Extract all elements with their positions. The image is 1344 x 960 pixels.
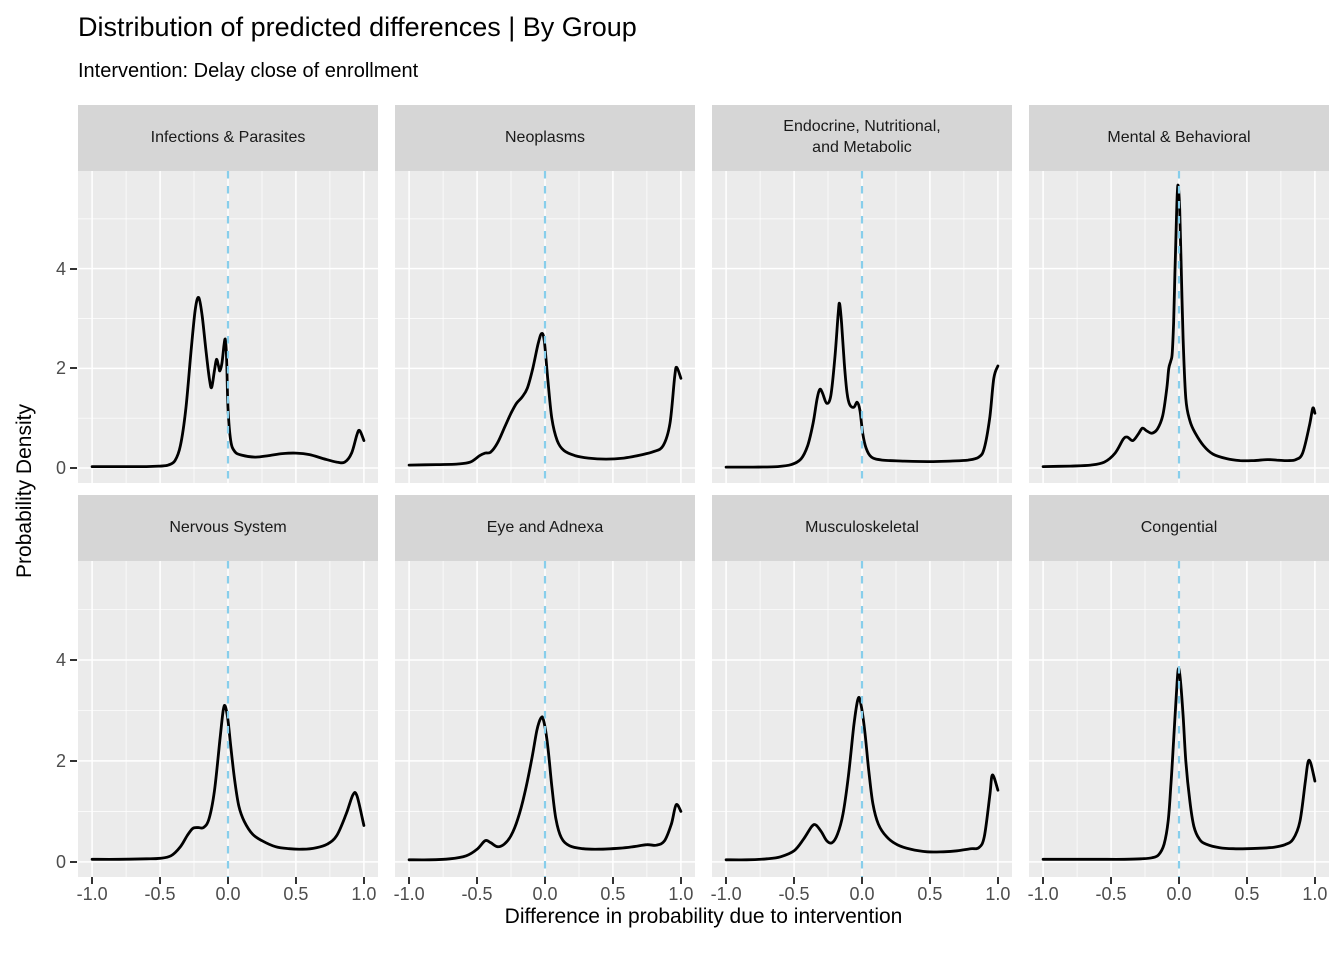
strip-row-1: Infections & Parasites Neoplasms Endocri… (78, 105, 1329, 171)
facet-panel-musculoskeletal (712, 561, 1012, 877)
facet-strip-infections-parasites: Infections & Parasites (78, 105, 378, 171)
x-tick-mark (408, 877, 411, 884)
x-tick-mark (679, 877, 682, 884)
y-tick-mark (70, 367, 77, 370)
x-tick-mark (1245, 877, 1248, 884)
density-curve (1041, 183, 1317, 468)
facet-panel-endocrine-nutritional-metabolic (712, 171, 1012, 483)
y-tick-mark (70, 267, 77, 270)
x-tick-mark (227, 877, 229, 884)
y-tick-mark (70, 860, 77, 863)
density-curve (724, 301, 1000, 469)
x-tick-label: -1.0 (710, 884, 742, 904)
x-tick-mark (294, 877, 297, 884)
panel-row-1 (78, 171, 1329, 483)
facet-panel-infections-parasites (78, 171, 378, 483)
x-tick-mark (544, 877, 546, 884)
x-tick-label: 1.0 (1302, 884, 1328, 904)
x-tick-label: -1.0 (76, 884, 108, 904)
facet-strip-eye-and-adnexa: Eye and Adnexa (395, 495, 695, 561)
facet-strip-neoplasms: Neoplasms (395, 105, 695, 171)
density-curve (724, 695, 1000, 862)
y-tick-label: 2 (55, 358, 66, 379)
plot-subtitle: Intervention: Delay close of enrollment (78, 60, 419, 82)
y-tick-mark (70, 467, 77, 470)
x-tick-mark (1110, 877, 1113, 884)
facet-strip-musculoskeletal: Musculoskeletal (712, 495, 1012, 561)
x-tick-label: -0.5 (461, 884, 493, 904)
y-tick-label: 4 (55, 258, 66, 279)
x-tick-label: 1.0 (985, 884, 1011, 904)
y-tick-label: 0 (55, 458, 66, 479)
density-curve (90, 295, 366, 468)
x-tick-mark (362, 877, 365, 884)
facet-panel-neoplasms (395, 171, 695, 483)
x-tick-mark (793, 877, 796, 884)
y-tick-mark (70, 658, 77, 661)
x-tick-label: 0.5 (283, 884, 309, 904)
facet-panel-eye-and-adnexa (395, 561, 695, 877)
x-tick-mark (476, 877, 479, 884)
x-tick-mark (1313, 877, 1316, 884)
facet-panel-congential (1029, 561, 1329, 877)
y-tick-label: 2 (55, 750, 66, 771)
x-tick-label: -1.0 (393, 884, 425, 904)
strip-row-2: Nervous System Eye and Adnexa Musculoske… (78, 495, 1329, 561)
facet-strip-nervous-system: Nervous System (78, 495, 378, 561)
x-tick-label: 0.5 (917, 884, 943, 904)
plot-title: Distribution of predicted differences | … (78, 12, 637, 42)
x-tick-label: 0.0 (1166, 884, 1192, 904)
x-tick-label: 0.0 (532, 884, 558, 904)
density-curve (407, 332, 683, 467)
x-tick-mark (725, 877, 728, 884)
facet-grid: Infections & Parasites Neoplasms Endocri… (78, 105, 1329, 877)
density-curve (90, 704, 366, 861)
x-tick-label: 0.5 (600, 884, 626, 904)
x-tick-label: 0.5 (1234, 884, 1260, 904)
x-tick-mark (1042, 877, 1045, 884)
x-tick-label: -0.5 (778, 884, 810, 904)
x-tick-mark (861, 877, 863, 884)
facet-strip-mental-behavioral: Mental & Behavioral (1029, 105, 1329, 171)
density-curve (407, 715, 683, 862)
x-tick-mark (611, 877, 614, 884)
x-tick-label: 1.0 (668, 884, 694, 904)
facet-strip-endocrine-nutritional-metabolic: Endocrine, Nutritional, and Metabolic (712, 105, 1012, 171)
x-tick-label: 0.0 (215, 884, 241, 904)
x-tick-label: -1.0 (1027, 884, 1059, 904)
x-axis-title: Difference in probability due to interve… (504, 905, 903, 928)
panel-row-2 (78, 561, 1329, 877)
x-tick-mark (1178, 877, 1180, 884)
y-tick-label: 4 (55, 649, 66, 670)
facet-strip-congential: Congential (1029, 495, 1329, 561)
density-curve (1041, 667, 1317, 861)
x-tick-label: 0.0 (849, 884, 875, 904)
x-tick-mark (159, 877, 162, 884)
x-tick-mark (996, 877, 999, 884)
y-axis-title: Probability Density (13, 404, 36, 578)
y-tick-label: 0 (55, 851, 66, 872)
x-tick-mark (91, 877, 94, 884)
facet-panel-nervous-system (78, 561, 378, 877)
facet-row-gap (78, 483, 1329, 495)
y-tick-mark (70, 759, 77, 762)
x-tick-label: 1.0 (351, 884, 377, 904)
x-tick-label: -0.5 (1095, 884, 1127, 904)
x-tick-mark (928, 877, 931, 884)
facet-panel-mental-behavioral (1029, 171, 1329, 483)
x-tick-label: -0.5 (144, 884, 176, 904)
